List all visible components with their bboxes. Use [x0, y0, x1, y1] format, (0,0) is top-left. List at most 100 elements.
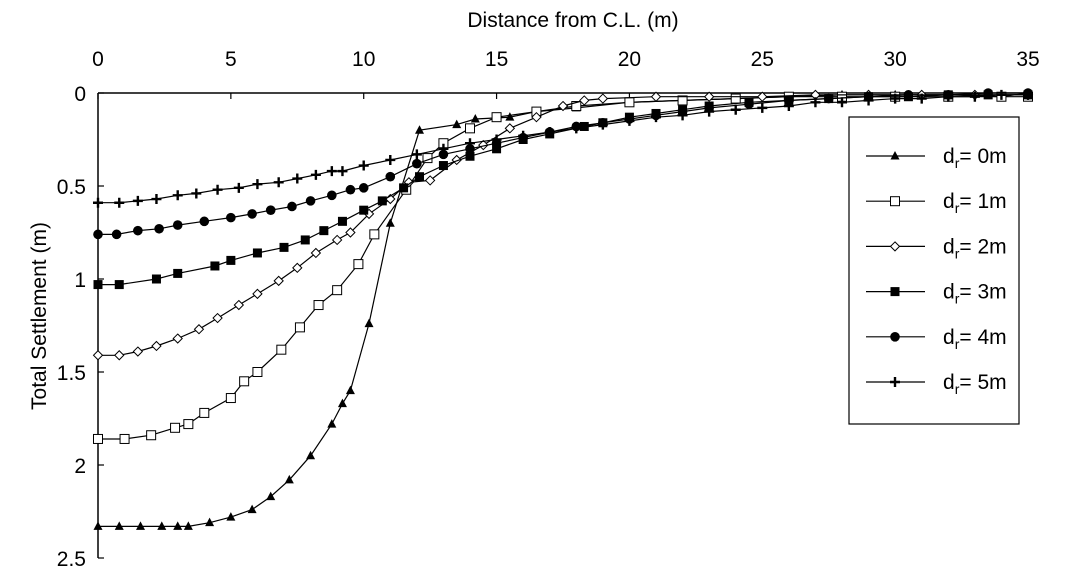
data-point: [327, 190, 337, 201]
data-point: [183, 419, 194, 430]
data-point: [969, 91, 980, 102]
data-point: [172, 333, 183, 344]
data-point: [377, 196, 387, 206]
x-tick-label: 5: [225, 48, 237, 71]
data-point: [212, 312, 223, 324]
data-point: [465, 151, 475, 161]
data-point: [784, 95, 794, 106]
legend-item-2: dr= 2m: [866, 235, 1007, 261]
data-point: [518, 130, 529, 141]
data-point: [730, 104, 741, 115]
data-point: [491, 112, 502, 123]
data-point: [170, 422, 181, 433]
data-point: [438, 143, 449, 154]
data-point: [385, 171, 396, 182]
data-point: [172, 190, 183, 201]
axes: 0 5 10 15 20 25 30 35 0 0.5 1 1.5 2 2.5: [57, 48, 1040, 571]
data-point: [132, 346, 144, 357]
legend-label: dr= 2m: [943, 235, 1007, 261]
x-axis-title: Distance from C.L. (m): [467, 9, 678, 32]
data-point: [319, 226, 329, 236]
data-point: [306, 450, 316, 460]
data-point: [730, 93, 741, 104]
data-point: [292, 262, 303, 274]
legend: dr= 0m dr= 1m dr= 2m dr= 3m dr= 4m dr= 5m: [848, 116, 1020, 425]
data-point: [332, 285, 343, 296]
data-point: [226, 512, 236, 521]
data-point: [136, 521, 146, 530]
data-point: [183, 521, 193, 530]
data-point: [119, 433, 130, 444]
data-point: [173, 521, 183, 530]
data-point: [310, 247, 322, 259]
data-point: [93, 280, 103, 290]
data-point: [294, 322, 305, 333]
data-point: [265, 205, 276, 215]
data-point: [491, 134, 502, 145]
data-point: [624, 97, 635, 108]
data-point: [191, 188, 202, 199]
data-point: [650, 91, 662, 102]
data-point: [111, 229, 122, 240]
data-point: [358, 160, 369, 171]
data-point: [151, 194, 162, 205]
legend-item-3: dr= 3m: [866, 281, 1007, 307]
data-point: [326, 166, 337, 177]
y-tick-label: 2: [74, 455, 86, 478]
data-point: [300, 235, 310, 245]
data-point: [327, 419, 337, 428]
data-point: [93, 433, 103, 444]
data-point: [943, 91, 954, 102]
plot-area: [92, 88, 1034, 530]
data-point: [276, 344, 287, 355]
data-point: [359, 205, 369, 215]
data-point: [579, 121, 589, 131]
data-point: [544, 127, 555, 138]
data-point: [284, 474, 294, 484]
data-point: [579, 95, 590, 106]
data-point: [146, 430, 157, 441]
data-point: [353, 259, 364, 270]
data-point: [151, 340, 162, 352]
data-point: [133, 225, 143, 236]
data-point: [438, 149, 449, 160]
x-tick-label: 10: [352, 48, 375, 71]
legend-label: dr= 0m: [943, 145, 1007, 171]
data-point: [557, 100, 569, 112]
legend-label: dr= 1m: [943, 190, 1007, 216]
data-point: [310, 169, 321, 180]
legend-marker: [889, 241, 901, 252]
legend-box: [848, 116, 1020, 425]
legend-item-0: dr= 0m: [866, 145, 1007, 171]
data-point: [531, 111, 542, 123]
data-point: [172, 220, 183, 230]
data-point: [266, 491, 276, 501]
data-point: [415, 125, 425, 134]
y-tick-label: 0.5: [57, 176, 86, 199]
data-point: [624, 115, 635, 126]
data-point: [890, 93, 901, 104]
data-point: [677, 95, 688, 106]
data-point: [93, 197, 103, 208]
data-point: [114, 280, 124, 290]
data-point: [331, 234, 343, 246]
data-point: [837, 97, 847, 108]
data-point: [438, 161, 448, 171]
data-point: [132, 195, 143, 206]
data-point: [252, 248, 262, 258]
data-point: [823, 93, 834, 104]
data-point: [173, 268, 183, 278]
data-point: [273, 275, 284, 287]
legend-marker: [890, 332, 900, 342]
data-point: [92, 350, 104, 361]
data-point: [996, 89, 1007, 100]
y-axis-title: Total Settlement (m): [28, 222, 51, 410]
series-5: [93, 89, 1033, 208]
x-tick-label: 20: [618, 48, 641, 71]
data-point: [345, 227, 356, 238]
data-point: [114, 350, 125, 361]
data-point: [452, 119, 462, 129]
data-point: [505, 112, 515, 121]
data-point: [114, 197, 125, 208]
data-point: [385, 154, 396, 165]
